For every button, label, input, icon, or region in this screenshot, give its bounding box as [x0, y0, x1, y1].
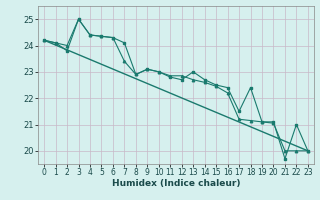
X-axis label: Humidex (Indice chaleur): Humidex (Indice chaleur) [112, 179, 240, 188]
